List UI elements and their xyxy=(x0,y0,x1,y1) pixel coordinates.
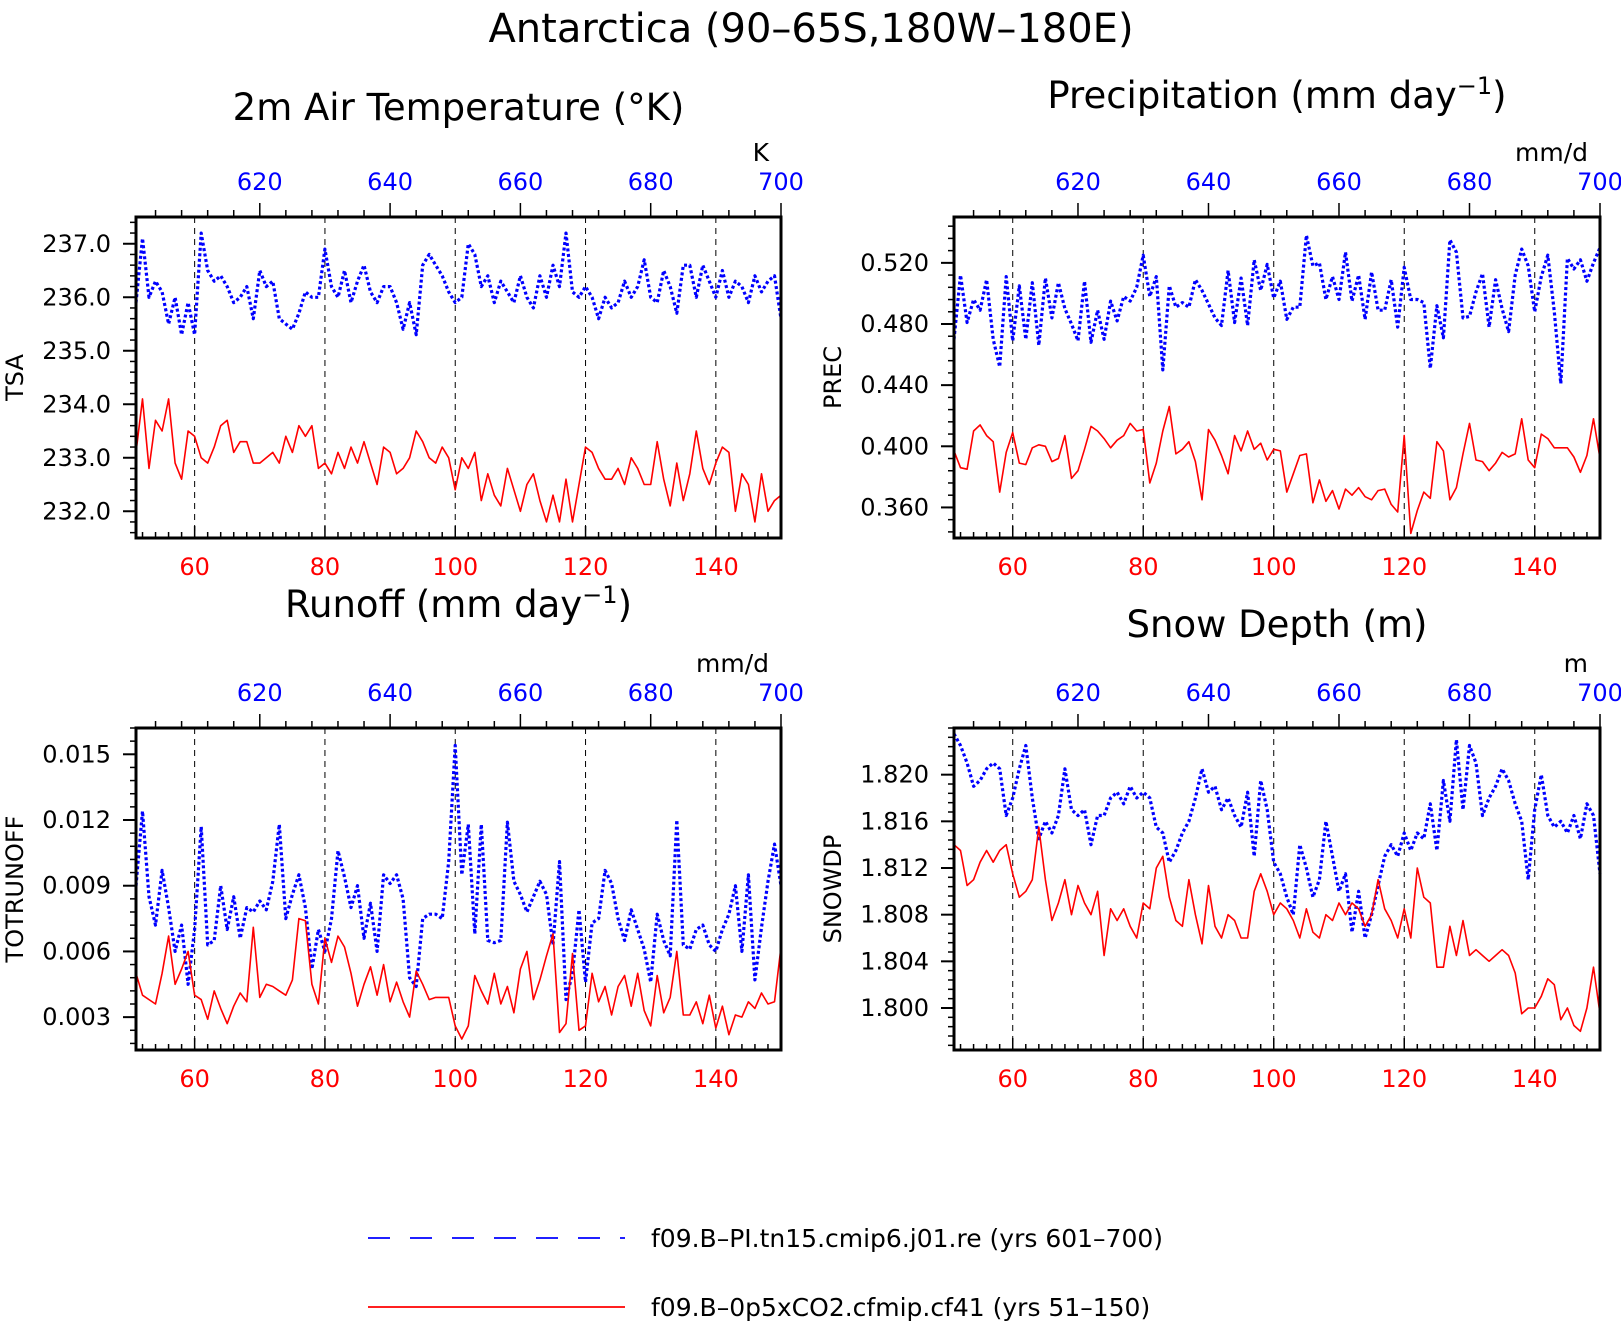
x-tick-label-bottom: 100 xyxy=(432,553,478,581)
y-tick-label: 1.820 xyxy=(860,761,929,789)
y-axis-label: TSA xyxy=(1,354,29,402)
x-tick-label-top: 620 xyxy=(237,168,283,196)
chart-panel-tsa: 2m Air Temperature (°K) K TSA 60 80 100 120 140… xyxy=(1,86,804,581)
legend: f09.B–PI.tn15.cmip6.j01.re (yrs 601–700)… xyxy=(368,1224,1163,1322)
panel-title: 2m Air Temperature (°K) xyxy=(233,86,685,129)
x-tick-label-bottom: 140 xyxy=(693,1065,739,1093)
series-line-experiment xyxy=(953,826,1601,1033)
y-tick-label: 0.440 xyxy=(860,371,929,399)
plot-frame xyxy=(952,215,1602,540)
y-axis-label: TOTRUNOFF xyxy=(1,816,29,964)
x-tick-label-bottom: 140 xyxy=(1512,553,1558,581)
x-tick-label-bottom: 120 xyxy=(563,553,609,581)
y-tick-label: 1.804 xyxy=(860,947,929,975)
series-line-experiment xyxy=(135,398,782,523)
y-axis-label: PREC xyxy=(819,346,847,409)
y-tick-label: 0.480 xyxy=(860,310,929,338)
plot-frame xyxy=(134,726,783,1052)
y-tick-label: 232.0 xyxy=(42,497,111,525)
x-tick-label-top: 640 xyxy=(367,168,413,196)
y-tick-label: 0.360 xyxy=(860,493,929,521)
y-tick-label: 0.015 xyxy=(42,740,111,768)
y-tick-label: 0.006 xyxy=(42,937,111,965)
panel-title: Snow Depth (m) xyxy=(1127,603,1428,646)
series-line-experiment xyxy=(953,405,1601,535)
panel-title: Runoff (mm day−1) xyxy=(285,581,632,626)
y-tick-label: 1.800 xyxy=(860,994,929,1022)
y-tick-label: 1.812 xyxy=(860,854,929,882)
x-tick-label-bottom: 100 xyxy=(432,1065,478,1093)
y-tick-label: 0.520 xyxy=(860,249,929,277)
x-tick-label-bottom: 140 xyxy=(693,553,739,581)
x-tick-label-top: 660 xyxy=(497,679,543,707)
x-tick-label-bottom: 120 xyxy=(563,1065,609,1093)
x-tick-label-top: 680 xyxy=(628,679,674,707)
plot-frame xyxy=(952,726,1602,1052)
x-tick-label-bottom: 60 xyxy=(179,553,210,581)
series-line-control xyxy=(952,733,1602,940)
x-tick-label-bottom: 140 xyxy=(1512,1065,1558,1093)
x-tick-label-top: 640 xyxy=(367,679,413,707)
y-tick-label: 0.012 xyxy=(42,806,111,834)
x-tick-label-bottom: 100 xyxy=(1251,553,1297,581)
y-tick-label: 236.0 xyxy=(42,283,111,311)
x-tick-label-top: 700 xyxy=(758,168,804,196)
series-line-control xyxy=(134,743,783,1002)
x-tick-label-top: 660 xyxy=(1316,168,1362,196)
y-tick-label: 237.0 xyxy=(42,230,111,258)
y-tick-label: 1.808 xyxy=(860,901,929,929)
figure-title: Antarctica (90–65S,180W–180E) xyxy=(488,6,1133,52)
units-label: K xyxy=(753,138,770,167)
x-tick-label-top: 680 xyxy=(1447,168,1493,196)
x-tick-label-top: 700 xyxy=(1577,168,1621,196)
x-tick-label-bottom: 80 xyxy=(310,1065,341,1093)
series-line-control xyxy=(134,231,783,337)
y-tick-label: 1.816 xyxy=(860,807,929,835)
y-tick-label: 234.0 xyxy=(42,390,111,418)
units-label: m xyxy=(1564,649,1588,678)
x-tick-label-top: 640 xyxy=(1186,168,1232,196)
chart-panel-totrunoff: Runoff (mm day−1) mm/d TOTRUNOFF 60 80 100 120… xyxy=(1,581,804,1093)
y-tick-label: 0.400 xyxy=(860,432,929,460)
x-tick-label-bottom: 60 xyxy=(997,553,1028,581)
y-tick-label: 235.0 xyxy=(42,337,111,365)
panel-title: Precipitation (mm day−1) xyxy=(1047,72,1506,117)
y-axis-label: SNOWDP xyxy=(819,835,847,944)
x-tick-label-top: 680 xyxy=(628,168,674,196)
x-tick-label-top: 620 xyxy=(1055,679,1101,707)
y-tick-label: 0.003 xyxy=(42,1003,111,1031)
y-tick-label: 0.009 xyxy=(42,872,111,900)
chart-panel-snowdp: Snow Depth (m) m SNOWDP 60 80 100 120 140 620 640… xyxy=(819,603,1621,1093)
series-line-control xyxy=(952,233,1602,386)
x-tick-label-top: 700 xyxy=(758,679,804,707)
units-label: mm/d xyxy=(696,649,769,678)
panel-group: 2m Air Temperature (°K) K TSA 60 80 100 120 140… xyxy=(1,72,1621,1093)
legend-label: f09.B–0p5xCO2.cfmip.cf41 (yrs 51–150) xyxy=(651,1293,1150,1322)
x-tick-label-bottom: 100 xyxy=(1251,1065,1297,1093)
series-line-experiment xyxy=(135,917,782,1040)
x-tick-label-bottom: 60 xyxy=(997,1065,1028,1093)
plot-frame xyxy=(134,215,783,540)
x-tick-label-top: 640 xyxy=(1186,679,1232,707)
x-tick-label-bottom: 80 xyxy=(310,553,341,581)
chart-panel-prec: Precipitation (mm day−1) mm/d PREC 60 80 100 1… xyxy=(819,72,1621,581)
x-tick-label-top: 620 xyxy=(237,679,283,707)
units-label: mm/d xyxy=(1515,138,1588,167)
legend-label: f09.B–PI.tn15.cmip6.j01.re (yrs 601–700) xyxy=(651,1224,1163,1253)
x-tick-label-top: 620 xyxy=(1055,168,1101,196)
x-tick-label-bottom: 80 xyxy=(1128,1065,1159,1093)
x-tick-label-bottom: 120 xyxy=(1381,553,1427,581)
x-tick-label-top: 700 xyxy=(1577,679,1621,707)
x-tick-label-bottom: 80 xyxy=(1128,553,1159,581)
x-tick-label-top: 680 xyxy=(1447,679,1493,707)
x-tick-label-bottom: 60 xyxy=(179,1065,210,1093)
y-tick-label: 233.0 xyxy=(42,444,111,472)
x-tick-label-bottom: 120 xyxy=(1381,1065,1427,1093)
x-tick-label-top: 660 xyxy=(1316,679,1362,707)
x-tick-label-top: 660 xyxy=(497,168,543,196)
